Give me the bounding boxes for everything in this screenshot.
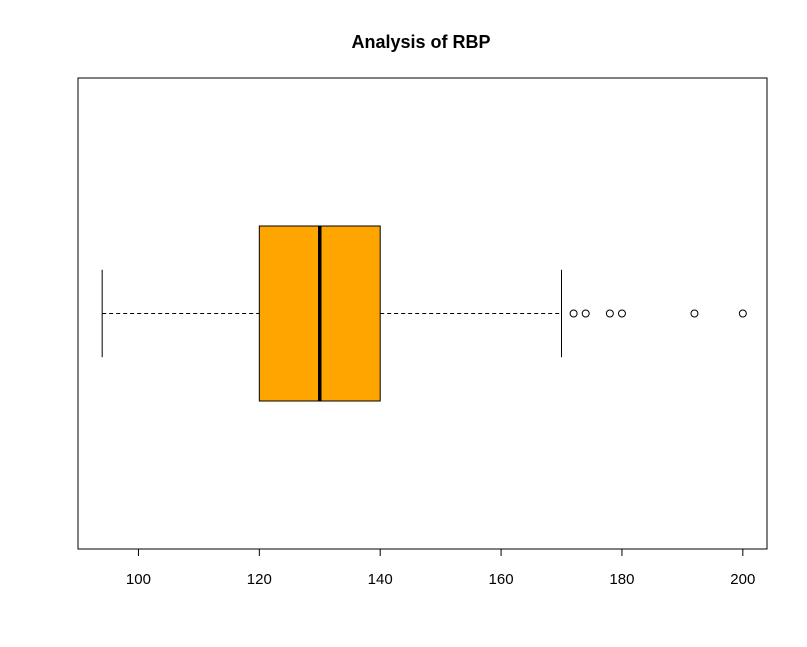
x-tick-label: 180: [609, 571, 634, 588]
outlier-point: [690, 309, 699, 318]
outlier-point: [617, 309, 626, 318]
x-tick-label: 200: [730, 571, 755, 588]
outlier-point: [569, 309, 578, 318]
outlier-point: [581, 309, 590, 318]
x-tick-label: 100: [126, 571, 151, 588]
chart-title: Analysis of RBP: [351, 32, 490, 52]
box-group: [101, 225, 563, 402]
x-tick-label: 140: [368, 571, 393, 588]
outlier-point: [738, 309, 747, 318]
x-tick-label: 160: [489, 571, 514, 588]
outliers-group: [569, 309, 747, 318]
outlier-point: [605, 309, 614, 318]
x-axis: 100 120 140 160 180 200: [126, 548, 755, 588]
x-tick-label: 120: [247, 571, 272, 588]
